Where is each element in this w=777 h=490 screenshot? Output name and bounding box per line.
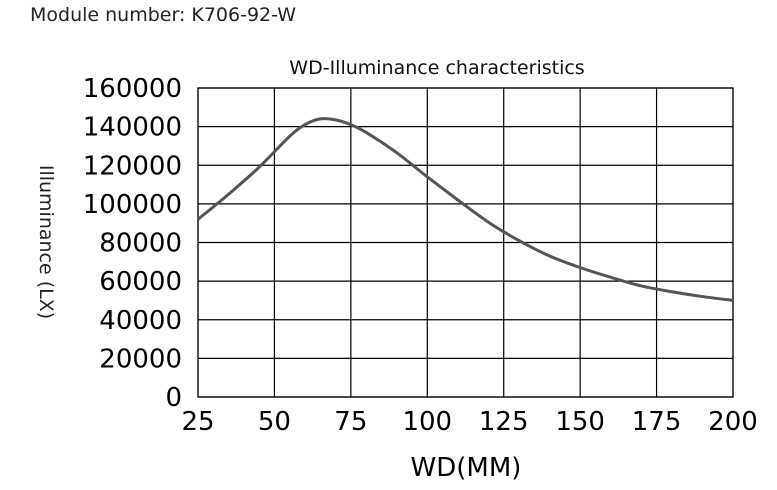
tick-labels: 25 50 75 100 125 150 175 200 0 20000 40000 60000 800…	[83, 74, 758, 437]
y-tick-label: 60000	[99, 267, 182, 297]
module-number-label: Module number: K706-92-W	[30, 4, 297, 26]
x-axis-label: WD(MM)	[411, 453, 522, 483]
x-tick-label: 75	[334, 407, 367, 437]
illuminance-series-line	[197, 117, 734, 302]
y-tick-label: 20000	[99, 344, 182, 374]
x-tick-label: 125	[479, 407, 529, 437]
chart-title: WD-Illuminance characteristics	[289, 57, 584, 79]
x-tick-label: 150	[555, 407, 605, 437]
y-tick-label: 120000	[83, 151, 182, 181]
x-tick-label: 100	[402, 407, 452, 437]
x-tick-label: 25	[181, 407, 214, 437]
y-tick-label: 160000	[83, 74, 182, 104]
y-axis-label: Illuminance (LX)	[35, 165, 57, 319]
x-tick-label: 175	[632, 407, 682, 437]
y-tick-label: 100000	[83, 190, 182, 220]
plot-frame	[197, 87, 734, 398]
x-tick-label: 50	[258, 407, 291, 437]
y-tick-label: 0	[165, 383, 182, 413]
y-tick-label: 140000	[83, 113, 182, 143]
x-tick-label: 200	[708, 407, 758, 437]
y-tick-label: 40000	[99, 306, 182, 336]
y-tick-label: 80000	[99, 229, 182, 259]
grid	[197, 87, 734, 398]
